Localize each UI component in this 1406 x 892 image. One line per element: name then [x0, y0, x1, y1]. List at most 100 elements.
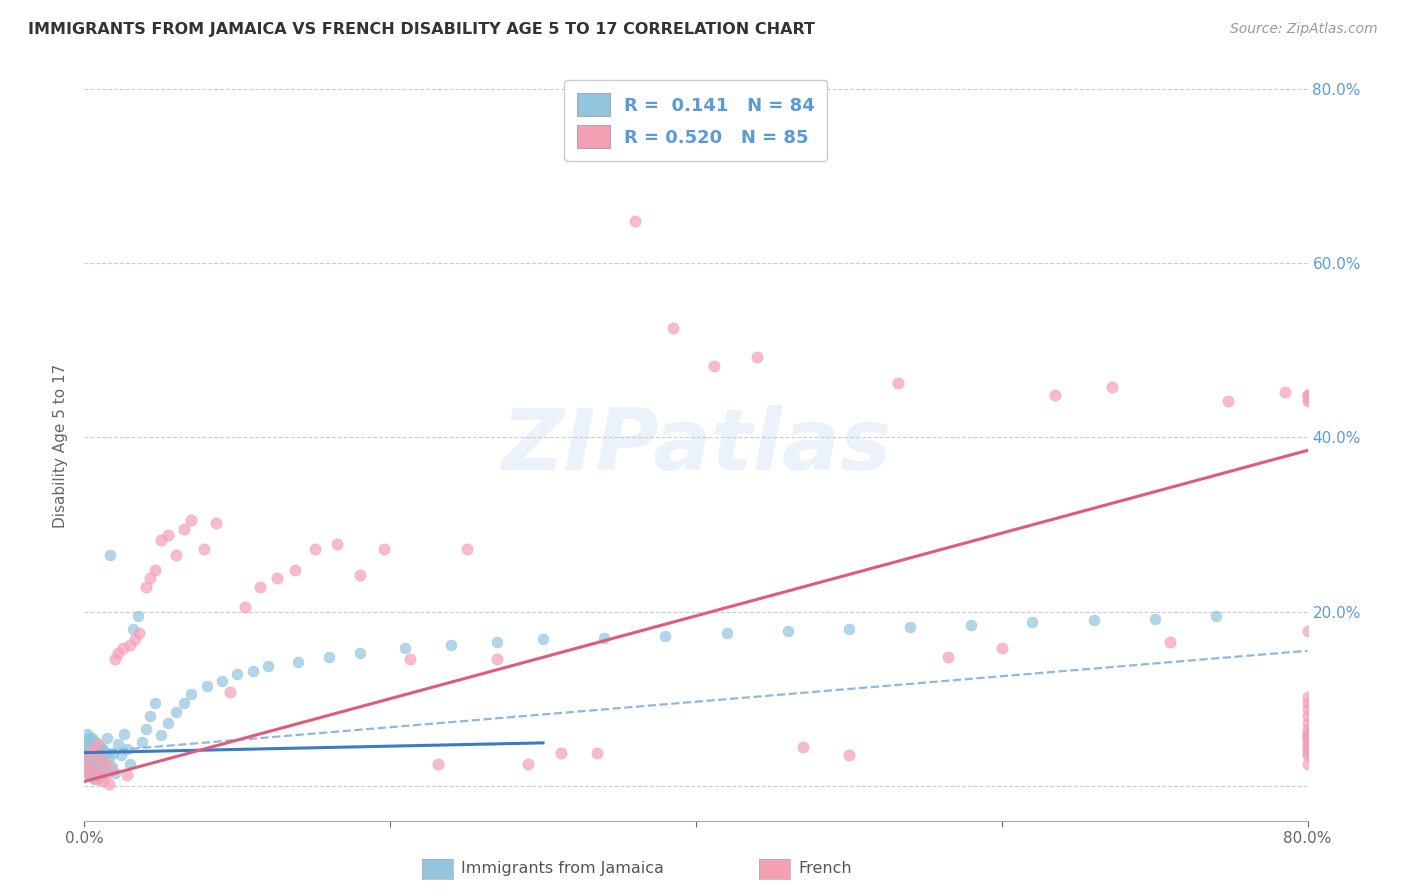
Point [149, 533, 172, 547]
Point [96, 765, 118, 780]
Point [257, 658, 280, 673]
Point [115, 768, 138, 782]
Point [180, 687, 202, 701]
Point [1296, 391, 1319, 405]
Point [76, 763, 98, 777]
Point [399, 652, 422, 666]
Point [792, 739, 814, 754]
Point [531, 632, 554, 647]
Point [94, 757, 117, 772]
Point [624, 214, 647, 228]
Point [1045, 388, 1067, 402]
Point [165, 705, 187, 719]
Point [1296, 388, 1319, 402]
Point [76, 726, 98, 740]
Point [838, 748, 860, 763]
Point [157, 716, 180, 731]
Point [1296, 709, 1319, 723]
Point [898, 620, 921, 634]
Point [585, 746, 607, 760]
Point [287, 655, 309, 669]
Point [173, 696, 195, 710]
Text: Immigrants from Jamaica: Immigrants from Jamaica [461, 862, 664, 876]
Point [516, 757, 538, 772]
Point [1296, 742, 1319, 756]
Point [1296, 726, 1319, 740]
Point [550, 746, 572, 760]
Point [456, 541, 478, 556]
Point [111, 641, 134, 656]
Point [79, 737, 101, 751]
Point [79, 768, 101, 782]
Point [83, 757, 105, 772]
Text: Source: ZipAtlas.com: Source: ZipAtlas.com [1230, 22, 1378, 37]
Point [662, 321, 685, 335]
Point [233, 600, 256, 615]
Point [90, 751, 112, 765]
Point [115, 742, 138, 756]
Point [89, 765, 111, 780]
Point [80, 770, 103, 784]
Point [218, 684, 240, 698]
Point [80, 742, 103, 756]
Point [96, 731, 118, 745]
Point [104, 765, 127, 780]
Point [76, 746, 98, 760]
Point [89, 739, 111, 754]
Point [654, 629, 676, 643]
Point [1216, 393, 1239, 408]
Point [83, 759, 105, 773]
Point [426, 757, 449, 772]
Point [75, 748, 97, 763]
Point [89, 757, 111, 772]
Point [1143, 611, 1166, 625]
Point [80, 759, 103, 773]
Point [593, 631, 616, 645]
Point [84, 751, 107, 765]
Point [120, 638, 142, 652]
Point [86, 739, 108, 754]
Point [936, 649, 959, 664]
Point [1296, 696, 1319, 710]
Point [112, 726, 135, 740]
Point [89, 770, 111, 784]
Point [135, 580, 157, 594]
Point [75, 757, 97, 772]
Point [91, 774, 114, 789]
Point [79, 751, 101, 765]
Point [97, 751, 120, 765]
Point [94, 746, 117, 760]
Point [1083, 613, 1105, 627]
Point [1296, 746, 1319, 760]
Point [284, 563, 307, 577]
Point [887, 376, 910, 391]
Point [80, 731, 103, 745]
Point [77, 731, 100, 745]
Point [486, 652, 509, 666]
Point [90, 751, 112, 765]
Point [991, 641, 1014, 656]
Point [93, 757, 115, 772]
Point [87, 746, 110, 760]
Point [325, 536, 347, 550]
Point [304, 541, 326, 556]
Point [1296, 624, 1319, 638]
Text: French: French [799, 862, 852, 876]
Point [165, 548, 187, 562]
Point [77, 755, 100, 769]
Point [776, 624, 799, 638]
Point [1296, 737, 1319, 751]
Point [84, 746, 107, 760]
Point [1296, 716, 1319, 731]
Point [87, 763, 110, 777]
Point [716, 626, 738, 640]
Legend: R =  0.141   N = 84, R = 0.520   N = 85: R = 0.141 N = 84, R = 0.520 N = 85 [564, 80, 828, 161]
Point [120, 757, 142, 772]
Point [1296, 748, 1319, 763]
Point [157, 528, 180, 542]
Point [107, 646, 129, 660]
Point [86, 768, 108, 782]
Point [1296, 702, 1319, 716]
Point [77, 748, 100, 763]
Point [76, 765, 98, 780]
